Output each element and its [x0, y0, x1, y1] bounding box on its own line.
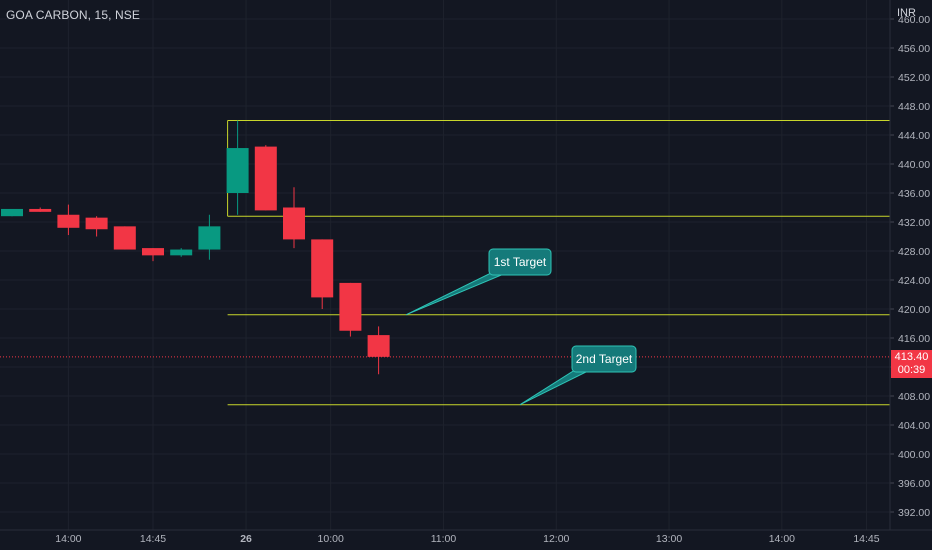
price-tick-label: 428.00	[898, 246, 930, 258]
candle	[367, 326, 390, 375]
price-tick-label: 440.00	[898, 159, 930, 171]
price-tick-label: 456.00	[898, 43, 930, 55]
price-tick-label: 452.00	[898, 72, 930, 84]
candle	[113, 226, 136, 250]
symbol-title: GOA CARBON, 15, NSE	[6, 8, 140, 22]
candle	[226, 120, 249, 215]
candle-body	[254, 146, 277, 211]
candle	[198, 214, 221, 260]
callout-pointer	[405, 270, 512, 316]
time-tick-label: 14:00	[769, 533, 795, 545]
time-tick-label: 13:00	[656, 533, 682, 545]
time-tick-label: 12:00	[543, 533, 569, 545]
bar-countdown: 00:39	[897, 364, 926, 376]
callout-2nd-target: 2nd Target	[519, 345, 637, 406]
callout-box	[571, 345, 637, 373]
price-tick-label: 444.00	[898, 130, 930, 142]
candle	[283, 187, 305, 249]
time-tick-label: 14:45	[853, 533, 879, 545]
candle-body	[170, 249, 193, 256]
price-tick-label: 392.00	[898, 507, 930, 519]
target-callouts: 1st Target 2nd Target	[405, 248, 637, 406]
last-price-value: 413.40	[894, 351, 929, 363]
last-price-tag: 413.40 00:39	[891, 350, 932, 378]
candle	[311, 239, 334, 309]
callout-label: 1st Target	[494, 255, 547, 269]
price-tick-label: 460.00	[898, 14, 930, 26]
currency-label: INR	[897, 7, 916, 19]
level-lines	[227, 120, 890, 406]
chart-grid	[0, 0, 890, 530]
price-tick-label: 400.00	[898, 449, 930, 461]
candle	[85, 216, 108, 237]
candle-body	[283, 207, 305, 240]
candles	[1, 120, 390, 375]
candle-body	[198, 226, 221, 250]
candle-body	[57, 214, 80, 228]
candle	[57, 204, 80, 236]
candle-body	[226, 148, 249, 193]
price-tick-label: 404.00	[898, 420, 930, 432]
candle	[29, 207, 52, 212]
price-tick-label: 436.00	[898, 188, 930, 200]
candle-body	[339, 282, 362, 331]
time-tick-label: 14:45	[140, 533, 166, 545]
candle	[170, 248, 193, 257]
time-tick-label: 26	[240, 533, 252, 545]
candle-body	[29, 208, 52, 212]
candle	[339, 282, 362, 337]
time-tick-label: 14:00	[55, 533, 81, 545]
price-tick-label: 424.00	[898, 275, 930, 287]
time-tick-label: 11:00	[431, 533, 457, 545]
price-tick-label: 416.00	[898, 333, 930, 345]
price-axis[interactable]: 392.00396.00400.00404.00408.00412.00416.…	[889, 0, 930, 530]
price-tick-label: 408.00	[898, 391, 930, 403]
candle-body	[367, 335, 390, 357]
time-tick-label: 10:00	[318, 533, 344, 545]
candle-body	[311, 239, 334, 298]
price-tick-label: 432.00	[898, 217, 930, 229]
callout-box	[488, 248, 552, 276]
candle	[142, 248, 164, 262]
candle-body	[85, 217, 108, 230]
candle-body	[1, 208, 23, 217]
price-tick-label: 420.00	[898, 304, 930, 316]
time-axis[interactable]: 14:00 14:45 26 10:00 11:00 12:00 13:00 14:00 14:…	[0, 529, 932, 545]
callout-1st-target: 1st Target	[405, 248, 552, 316]
candle	[1, 208, 23, 217]
callout-pointer	[519, 367, 595, 406]
callout-label: 2nd Target	[576, 352, 633, 366]
price-tick-label: 448.00	[898, 101, 930, 113]
price-tick-label: 396.00	[898, 478, 930, 490]
candle	[254, 145, 277, 211]
candle-body	[142, 248, 164, 256]
candle-body	[113, 226, 136, 250]
